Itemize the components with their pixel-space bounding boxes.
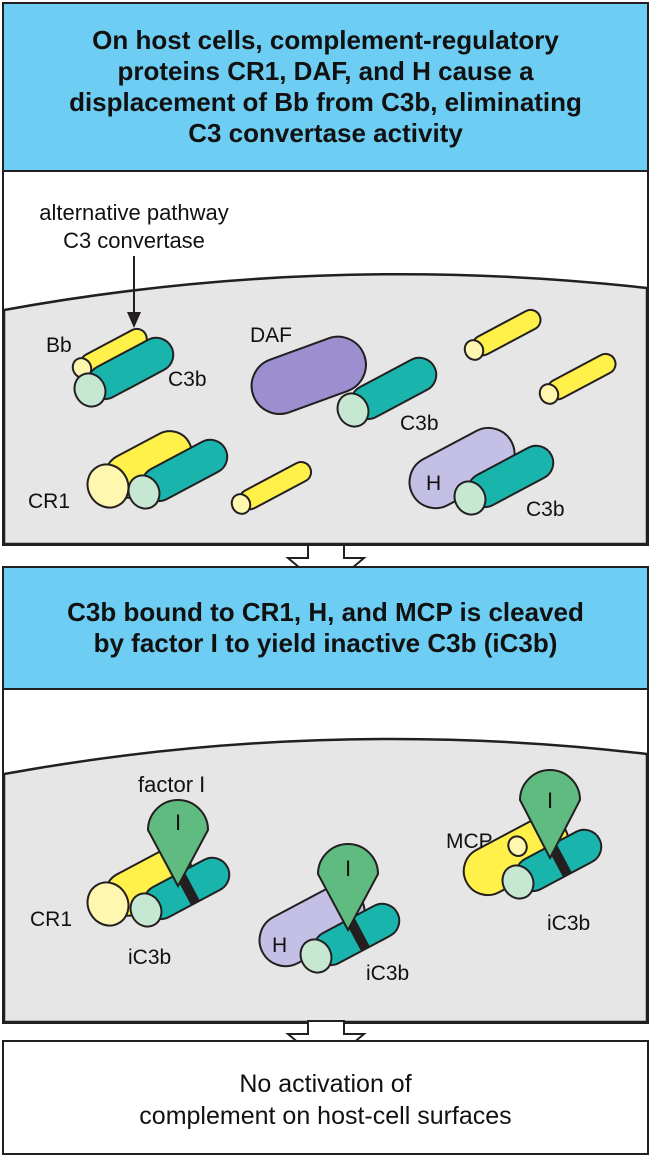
c3b-label-1: C3b: [168, 368, 207, 391]
outcome-text: No activation of complement on host-cell…: [4, 1068, 647, 1132]
factor-i-1: [146, 799, 210, 889]
daf-protein: [250, 335, 367, 415]
panel-outcome: No activation of complement on host-cell…: [2, 1040, 649, 1155]
c3b-molecule-daf: [336, 356, 438, 428]
h-label-2: H: [272, 934, 287, 957]
factor-i-2-letter: I: [345, 856, 351, 881]
c3b-molecule: [73, 336, 175, 408]
panel1-title: On host cells, complement-regulatory pro…: [4, 4, 647, 172]
factor-i-3-letter: I: [547, 788, 553, 813]
panel2-scene: factor I I CR1 iC3b: [4, 737, 647, 1022]
h-label: H: [426, 472, 441, 495]
c3b-molecule-h: [453, 444, 555, 516]
mcp-label: MCP: [446, 830, 493, 853]
panel2-title-line-2: by factor I to yield inactive C3b (iC3b): [93, 628, 558, 658]
ic3b-molecule-2: [299, 902, 401, 974]
panel-displacement: On host cells, complement-regulatory pro…: [2, 2, 649, 546]
c3b-molecule-cr1: [127, 438, 229, 510]
outcome-line-2: complement on host-cell surfaces: [139, 1102, 512, 1130]
ic3b-label-1: iC3b: [128, 946, 171, 969]
factor-i-1-letter: I: [175, 810, 181, 835]
c3b-label-3: C3b: [526, 498, 565, 521]
annotation-arrow: [127, 256, 141, 328]
factor-i-label: factor I: [138, 772, 205, 797]
free-bb-2: [538, 352, 617, 405]
c3-convertase: [71, 327, 175, 408]
convertase-annotation-line-2: C3 convertase: [63, 228, 205, 253]
panel1-title-line-3: displacement of Bb from C3b, eliminating: [69, 87, 582, 117]
ic3b-label-2: iC3b: [366, 962, 409, 985]
panel2-title-line-1: C3b bound to CR1, H, and MCP is cleaved: [67, 597, 584, 627]
panel-cleavage: C3b bound to CR1, H, and MCP is cleaved …: [2, 566, 649, 1024]
factor-i-3: [518, 769, 582, 861]
daf-label: DAF: [250, 324, 292, 347]
cr1-protein: [86, 430, 193, 509]
bb-label: Bb: [46, 334, 72, 357]
cr1-label: CR1: [28, 490, 70, 513]
panel2-title: C3b bound to CR1, H, and MCP is cleaved …: [4, 568, 647, 690]
panel1-scene: alternative pathway C3 convertase Bb C3b: [4, 200, 647, 544]
convertase-annotation-line-1: alternative pathway: [39, 200, 229, 225]
ic3b-label-3: iC3b: [547, 912, 590, 935]
free-bb-1: [463, 308, 542, 361]
panel1-title-line-4: C3 convertase activity: [188, 118, 463, 148]
c3b-label-2: C3b: [400, 412, 439, 435]
panel1-title-line-2: proteins CR1, DAF, and H cause a: [117, 56, 534, 86]
free-bb-3: [230, 461, 313, 515]
cr1-label-2: CR1: [30, 908, 72, 931]
factor-i-2: [316, 843, 380, 933]
panel1-title-line-1: On host cells, complement-regulatory: [92, 25, 559, 55]
outcome-line-1: No activation of: [239, 1070, 412, 1098]
